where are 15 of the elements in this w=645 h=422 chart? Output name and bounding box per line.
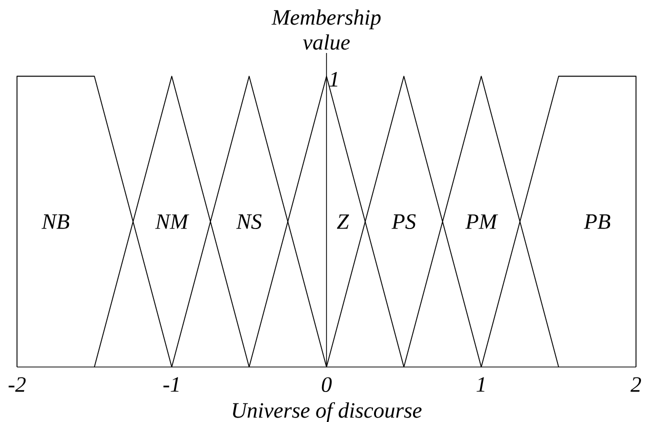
x-tick-label: 0: [322, 377, 332, 392]
x-tick-label: -1: [163, 377, 179, 392]
series-label: PB: [584, 214, 610, 229]
series-label: PS: [392, 214, 416, 229]
y-axis-title: Membership value: [271, 9, 381, 50]
x-tick-label: 1: [476, 377, 484, 392]
annotation: 1: [329, 72, 338, 86]
series-label: Z: [336, 214, 350, 229]
x-tick-label: -2: [8, 377, 26, 392]
x-axis-title: Universe of discourse: [232, 402, 422, 422]
series-label: NB: [42, 214, 70, 229]
series-label: NS: [236, 214, 262, 229]
series-label: NM: [155, 214, 190, 229]
x-tick-label: 2: [630, 377, 642, 392]
series-label: PM: [465, 214, 498, 229]
